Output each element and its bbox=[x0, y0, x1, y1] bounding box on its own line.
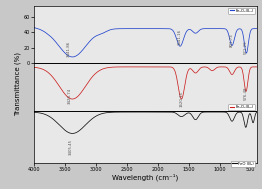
Text: 801.73: 801.73 bbox=[230, 33, 234, 47]
Text: 1641.16: 1641.16 bbox=[178, 29, 182, 45]
Text: 3420.74: 3420.74 bbox=[68, 88, 72, 104]
Text: 3405.45: 3405.45 bbox=[69, 139, 73, 155]
Text: 576.48: 576.48 bbox=[244, 86, 248, 100]
Text: 1620.15: 1620.15 bbox=[179, 91, 183, 107]
Text: 571.29: 571.29 bbox=[244, 40, 248, 54]
Y-axis label: Transmittance (%): Transmittance (%) bbox=[15, 52, 21, 116]
Legend: FeO (B₂): FeO (B₂) bbox=[231, 161, 255, 167]
Text: 3441.86: 3441.86 bbox=[67, 41, 71, 57]
X-axis label: Wavelength (cm⁻¹): Wavelength (cm⁻¹) bbox=[112, 174, 178, 181]
